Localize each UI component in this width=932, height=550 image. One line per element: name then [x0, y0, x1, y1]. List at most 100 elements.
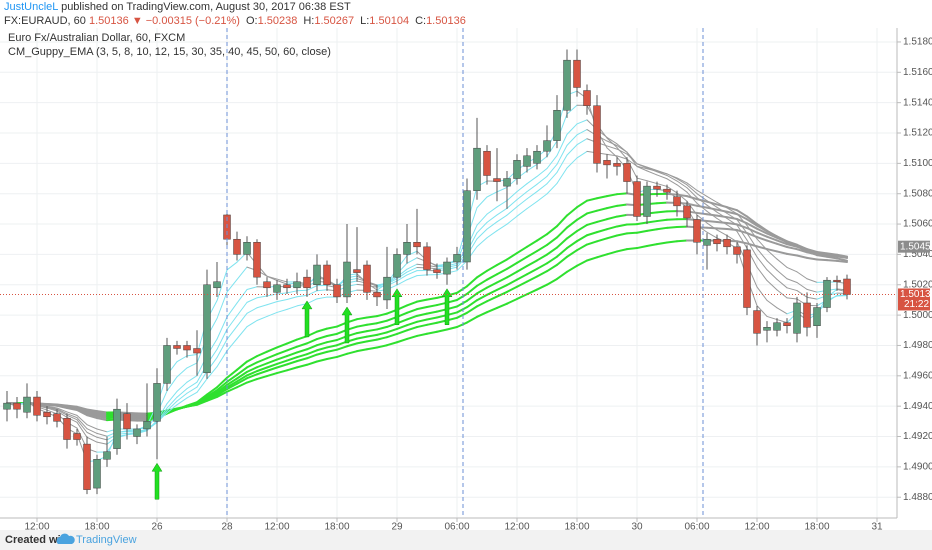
- ema-line: [346, 350, 358, 355]
- ema-line: [406, 314, 418, 321]
- candle-body: [113, 408, 121, 449]
- ema-line: [776, 242, 788, 248]
- ema-line: [576, 138, 588, 146]
- ema-line: [226, 368, 238, 379]
- ema-line: [506, 297, 518, 305]
- ema-line: [346, 342, 358, 348]
- ema-line: [746, 224, 758, 240]
- ema-line: [776, 269, 788, 280]
- ema-line: [356, 335, 368, 340]
- ema-line: [186, 375, 198, 383]
- ema-line: [756, 256, 768, 271]
- ema-line: [796, 282, 808, 290]
- ema-line: [496, 214, 508, 223]
- ema-line: [266, 293, 278, 297]
- ema-line: [376, 312, 388, 318]
- ema-line: [456, 311, 468, 319]
- ema-line: [796, 248, 808, 254]
- ema-line: [626, 158, 638, 179]
- ema-line: [576, 129, 588, 136]
- ema-line: [756, 248, 768, 262]
- ema-line: [466, 315, 478, 324]
- ema-line: [66, 413, 78, 419]
- ema-line: [416, 305, 428, 311]
- ema-line: [216, 316, 228, 340]
- signal-arrow: [301, 300, 313, 338]
- ema-line: [696, 214, 708, 224]
- candle-body: [313, 264, 321, 286]
- ema-line: [76, 421, 88, 438]
- ema-line: [656, 241, 668, 246]
- ema-line: [186, 386, 198, 394]
- ema-line: [676, 192, 688, 202]
- ema-line: [316, 335, 328, 341]
- ema-line: [56, 403, 68, 407]
- ema-line: [196, 378, 208, 393]
- ema-line: [526, 259, 538, 268]
- ema-line: [166, 404, 178, 414]
- ema-line: [216, 350, 228, 368]
- ema-line: [556, 154, 568, 173]
- ema-line: [716, 227, 728, 231]
- ema-line: [686, 200, 698, 216]
- ema-line: [316, 289, 328, 292]
- ema-line: [706, 204, 718, 213]
- ema-line: [366, 328, 378, 333]
- header: JustUncleL published on TradingView.com,…: [4, 0, 466, 28]
- ema-line: [476, 213, 488, 226]
- ema-line: [176, 392, 188, 402]
- ema-line: [46, 406, 58, 411]
- ema-line: [286, 360, 298, 366]
- ema-line: [406, 326, 418, 332]
- ema-line: [696, 189, 708, 197]
- candle-body: [693, 219, 701, 243]
- candle-body: [133, 428, 141, 437]
- ema-line: [496, 302, 508, 309]
- candle-body: [623, 163, 631, 182]
- ema-line: [276, 342, 288, 349]
- ema-line: [426, 304, 438, 308]
- ema-line: [516, 265, 528, 273]
- author[interactable]: JustUncleL: [4, 1, 59, 13]
- ema-line: [646, 243, 658, 248]
- ema-line: [506, 199, 518, 209]
- candle-body: [733, 246, 741, 255]
- ema-line: [816, 251, 828, 255]
- ema-line: [686, 191, 698, 204]
- ema-line: [316, 341, 328, 347]
- ema-line: [786, 287, 798, 292]
- ema-line: [666, 178, 678, 186]
- ema-line: [216, 338, 228, 359]
- ema-line: [516, 198, 528, 208]
- ema-line: [756, 224, 768, 233]
- header-line: JustUncleL published on TradingView.com,…: [4, 0, 466, 14]
- ema-line: [216, 291, 228, 320]
- ema-line: [316, 327, 328, 333]
- ema-line: [536, 175, 548, 185]
- ema-line: [566, 264, 578, 273]
- change: ▼ −0.00315 (−0.21%): [131, 15, 240, 27]
- candle-body: [13, 402, 21, 410]
- footer-brand[interactable]: TradingView: [76, 534, 137, 546]
- ema-line: [236, 289, 248, 304]
- candle-body: [83, 443, 91, 490]
- ema-line: [806, 278, 818, 283]
- candle-body: [233, 238, 241, 255]
- candle-body: [273, 284, 281, 293]
- y-tick-label: 1.49800: [903, 340, 932, 351]
- ema-line: [236, 381, 248, 389]
- ema-line: [676, 178, 688, 186]
- ema-line: [536, 167, 548, 177]
- ema-line: [396, 274, 408, 282]
- ema-line: [716, 220, 728, 225]
- ema-line: [726, 218, 738, 226]
- ema-line: [216, 386, 228, 395]
- ema-line: [176, 388, 188, 398]
- ema-line: [276, 308, 288, 313]
- footer-bg: [0, 530, 932, 550]
- ema-line: [236, 326, 248, 340]
- ema-line: [586, 240, 598, 246]
- ema-line: [786, 252, 798, 257]
- ema-line: [266, 366, 278, 372]
- candle-body: [593, 105, 601, 164]
